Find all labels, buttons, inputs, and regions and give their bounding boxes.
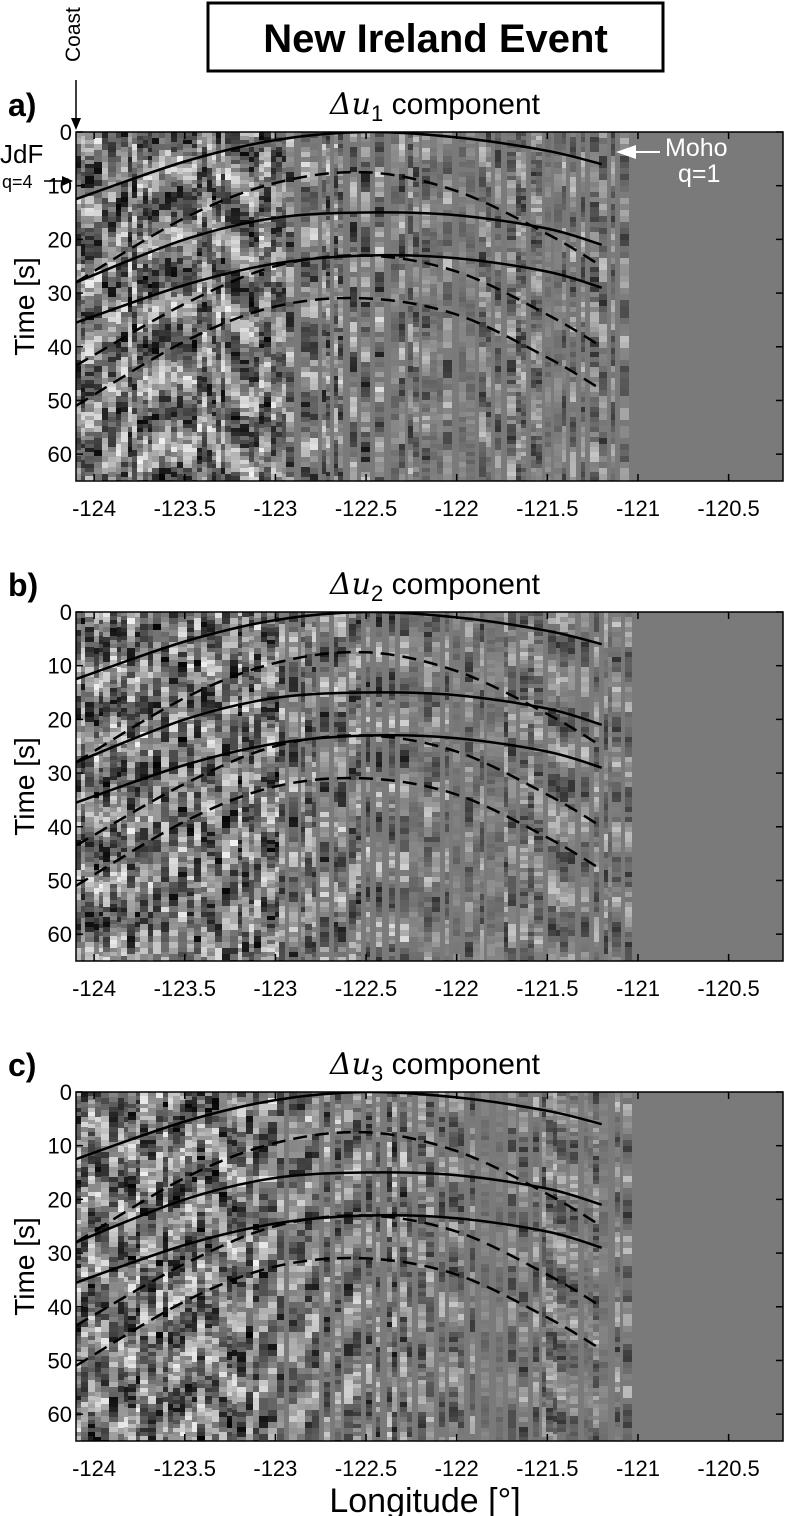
x-tick-label: -122 (435, 496, 479, 521)
curve-solid-3 (76, 211, 603, 284)
x-tick-label: -124 (72, 976, 116, 1001)
y-tick-label: 10 (48, 654, 72, 679)
y-tick-label: 10 (48, 1134, 72, 1159)
plot-frame (75, 131, 784, 482)
plot-frame (75, 1091, 784, 1442)
panel-title-subscript: 3 (371, 1061, 383, 1086)
y-tick-label: 0 (60, 600, 72, 625)
y-tick-label: 60 (48, 922, 72, 947)
curve-dashed-2 (76, 1130, 603, 1244)
title-box (206, 1, 665, 73)
plot-frame (75, 611, 784, 962)
x-tick-label: -121 (616, 976, 660, 1001)
x-tick-label: -122.5 (335, 496, 397, 521)
y-tick-label: 60 (48, 442, 72, 467)
panel-1: 0 10 20 30 40 50 60 -124 -123.5 -123 -122.5 -122 -12… (8, 87, 784, 521)
panel-2: 0 10 20 30 40 50 60 -124 -123.5 -123 -122.5 -122 -12… (8, 567, 784, 1001)
curve-dashed-2 (76, 650, 603, 764)
x-tick-label: -120.5 (697, 496, 759, 521)
y-tick-label: 50 (48, 1348, 72, 1373)
panel-3: 0 10 20 30 40 50 60 -124 -123.5 -123 -122.5 -122 -12… (8, 1047, 784, 1481)
y-tick-label: 60 (48, 1402, 72, 1427)
panel-title-suffix: component (383, 1048, 540, 1081)
x-tick-label: -122 (435, 976, 479, 1001)
panel-title-symbol: Δu (329, 87, 371, 122)
panel-title-suffix: component (383, 88, 540, 121)
y-tick-label: 10 (48, 174, 72, 199)
y-tick-label: 30 (48, 281, 72, 306)
panel-label: c) (8, 1047, 36, 1083)
panel-title-suffix: component (383, 568, 540, 601)
coast-label: Coast (62, 7, 85, 62)
x-tick-label: -120.5 (697, 1456, 759, 1481)
x-tick-label: -123 (253, 496, 297, 521)
curve-dashed-5 (76, 734, 603, 847)
q4-label: q=4 (2, 172, 33, 192)
y-tick-label: 20 (48, 707, 72, 732)
panel-label: b) (8, 567, 38, 603)
panel-title: Δu1 component (329, 87, 541, 126)
x-tick-label: -123 (253, 976, 297, 1001)
moho-label: Moho (665, 134, 728, 162)
curve-solid-3 (76, 691, 603, 764)
jdf-label: JdF (0, 139, 43, 169)
x-tick-label: -122 (435, 1456, 479, 1481)
coast-arrow-head (71, 118, 81, 130)
y-tick-label: 30 (48, 1241, 72, 1266)
panel-title-subscript: 1 (371, 101, 383, 126)
x-tick-label: -123.5 (154, 496, 216, 521)
curve-dashed-6 (76, 776, 603, 887)
moho-arrow-head (616, 145, 636, 159)
y-tick-label: 40 (48, 335, 72, 360)
figure-title: New Ireland Event (263, 17, 608, 61)
x-tick-label: -120.5 (697, 976, 759, 1001)
curve-dashed-5 (76, 254, 603, 367)
curve-dashed-6 (76, 1256, 603, 1367)
curve-dashed-6 (76, 296, 603, 407)
y-tick-label: 50 (48, 388, 72, 413)
panel-title-subscript: 2 (371, 581, 383, 606)
x-tick-label: -121 (616, 496, 660, 521)
x-tick-label: -121.5 (516, 976, 578, 1001)
y-tick-label: 20 (48, 227, 72, 252)
y-axis-label: Time [s] (9, 257, 40, 356)
y-tick-label: 30 (48, 761, 72, 786)
panel-label: a) (8, 87, 36, 123)
x-tick-label: -122.5 (335, 1456, 397, 1481)
x-tick-label: -124 (72, 496, 116, 521)
x-tick-label: -121.5 (516, 496, 578, 521)
q4-arrow-head (62, 176, 73, 186)
y-axis-label: Time [s] (9, 737, 40, 836)
y-axis-label: Time [s] (9, 1217, 40, 1316)
y-tick-label: 0 (60, 1080, 72, 1105)
x-tick-label: -123 (253, 1456, 297, 1481)
trace-texture (76, 612, 632, 961)
x-tick-label: -121 (616, 1456, 660, 1481)
x-tick-label: -123.5 (154, 976, 216, 1001)
trace-texture (76, 1092, 632, 1441)
panel-title-symbol: Δu (329, 1047, 371, 1082)
curve-dashed-2 (76, 170, 603, 284)
q1-label: q=1 (678, 160, 720, 188)
y-tick-label: 40 (48, 1295, 72, 1320)
x-tick-label: -124 (72, 1456, 116, 1481)
y-tick-label: 50 (48, 868, 72, 893)
curve-dashed-5 (76, 1214, 603, 1327)
x-axis-label: Longitude [°] (329, 1482, 520, 1516)
panel-title-symbol: Δu (329, 567, 371, 602)
trace-texture (76, 132, 629, 481)
x-tick-label: -123.5 (154, 1456, 216, 1481)
y-tick-label: 40 (48, 815, 72, 840)
y-tick-label: 20 (48, 1187, 72, 1212)
curve-solid-3 (76, 1171, 603, 1244)
panel-title: Δu2 component (329, 567, 541, 606)
x-tick-label: -122.5 (335, 976, 397, 1001)
x-tick-label: -121.5 (516, 1456, 578, 1481)
panel-title: Δu3 component (329, 1047, 541, 1086)
y-tick-label: 0 (60, 120, 72, 145)
